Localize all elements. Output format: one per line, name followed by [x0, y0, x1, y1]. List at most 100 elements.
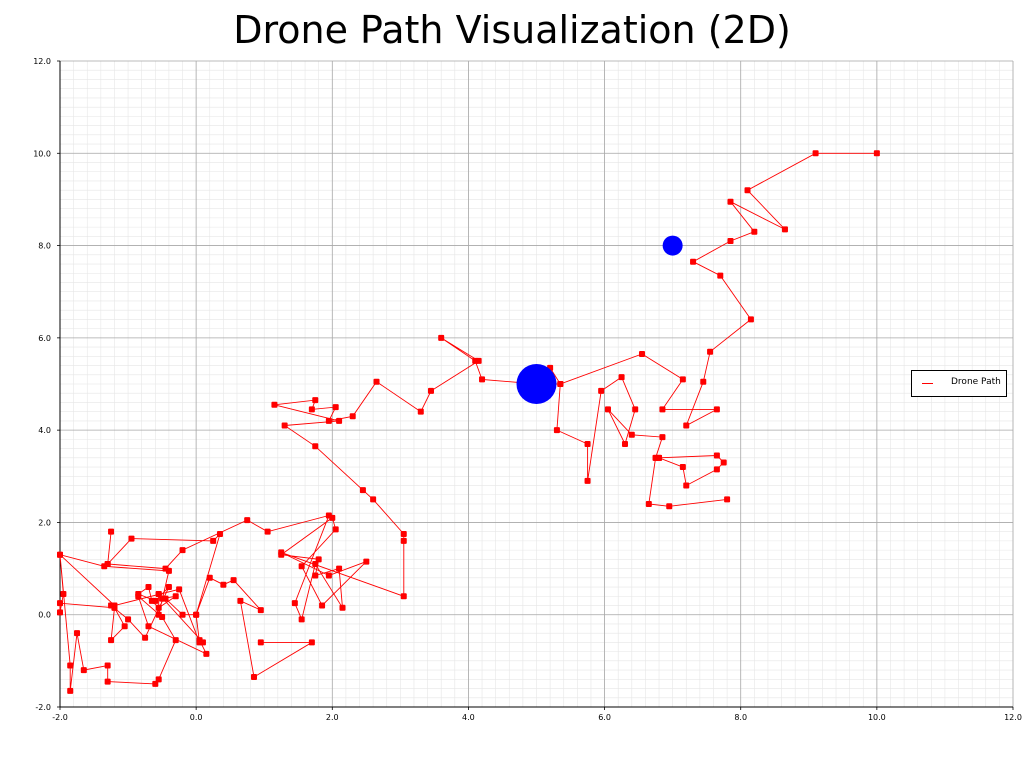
- legend-label: Drone Path: [951, 377, 1001, 387]
- path-point: [628, 431, 635, 438]
- path-point: [873, 150, 880, 157]
- path-point: [336, 565, 343, 572]
- path-point: [312, 560, 319, 567]
- small-blue-marker: [662, 235, 683, 256]
- path-point: [700, 378, 707, 385]
- path-point: [400, 537, 407, 544]
- y-tick-label: 2.0: [38, 518, 51, 527]
- path-point: [363, 558, 370, 565]
- path-point: [172, 593, 179, 600]
- path-point: [751, 228, 758, 235]
- path-point: [683, 422, 690, 429]
- x-tick-label: 8.0: [734, 713, 747, 722]
- path-point: [271, 401, 278, 408]
- y-tick-label: 0.0: [38, 611, 51, 620]
- path-point: [121, 623, 128, 630]
- path-point: [479, 376, 486, 383]
- path-point: [315, 556, 322, 563]
- path-point: [332, 404, 339, 411]
- path-point: [666, 503, 673, 510]
- path-point: [325, 572, 332, 579]
- x-tick-label: 12.0: [1004, 713, 1022, 722]
- path-point: [155, 604, 162, 611]
- path-point: [632, 406, 639, 413]
- path-series-line: [59, 152, 877, 691]
- path-point: [639, 351, 646, 358]
- path-point: [104, 662, 111, 669]
- path-point: [713, 452, 720, 459]
- path-point: [57, 600, 63, 607]
- path-point: [244, 517, 251, 524]
- path-point: [257, 607, 264, 614]
- path-point: [312, 443, 319, 450]
- path-point: [747, 316, 754, 323]
- path-point: [291, 600, 298, 607]
- path-point: [251, 674, 258, 681]
- path-point: [679, 376, 686, 383]
- path-point: [230, 577, 237, 584]
- path-point: [713, 406, 720, 413]
- path-point: [325, 512, 332, 519]
- path-point: [438, 334, 445, 341]
- path-point: [584, 477, 591, 484]
- path-point: [325, 417, 332, 424]
- x-tick-label: -2.0: [52, 713, 68, 722]
- path-point: [349, 413, 356, 420]
- path-point: [220, 581, 227, 588]
- path-point: [553, 427, 560, 434]
- path-point: [60, 590, 67, 597]
- path-point: [720, 459, 727, 466]
- x-tick-label: 0.0: [190, 713, 203, 722]
- path-point: [724, 496, 731, 503]
- path-point: [135, 593, 142, 600]
- path-point: [727, 237, 734, 244]
- path-point: [176, 586, 183, 593]
- path-point: [812, 150, 819, 157]
- path-point: [152, 680, 159, 687]
- path-point: [159, 614, 166, 621]
- path-point: [74, 630, 81, 637]
- path-point: [475, 357, 482, 364]
- path-point: [104, 678, 111, 685]
- y-tick-label: 4.0: [38, 426, 51, 435]
- path-point: [618, 374, 625, 381]
- x-tick-label: 6.0: [598, 713, 611, 722]
- path-point: [155, 590, 162, 597]
- path-point: [264, 528, 271, 535]
- path-point: [400, 593, 407, 600]
- path-point: [312, 397, 319, 404]
- path-point: [707, 348, 714, 355]
- path-point: [108, 637, 115, 644]
- path-point: [125, 616, 132, 623]
- path-point: [370, 496, 377, 503]
- x-tick-label: 10.0: [868, 713, 886, 722]
- path-point: [108, 528, 115, 535]
- path-point: [165, 584, 172, 591]
- path-point: [298, 563, 305, 570]
- legend: Drone Path: [911, 370, 1007, 397]
- path-point: [67, 687, 74, 694]
- path-point: [179, 611, 186, 618]
- path-point: [142, 634, 149, 641]
- path-point: [557, 381, 564, 387]
- path-point: [679, 464, 686, 471]
- path-point: [165, 567, 172, 574]
- path-point: [400, 530, 407, 537]
- path-point: [179, 547, 186, 554]
- path-point: [145, 623, 152, 630]
- path-point: [584, 440, 591, 447]
- path-point: [57, 551, 63, 558]
- path-point: [652, 454, 659, 461]
- path-point: [427, 387, 434, 394]
- path-point: [598, 387, 605, 394]
- path-point: [216, 530, 223, 537]
- y-tick-label: 6.0: [38, 334, 51, 343]
- legend-line-swatch: [922, 383, 933, 384]
- path-point: [332, 526, 339, 533]
- path-point: [336, 417, 343, 424]
- path-point: [621, 440, 628, 447]
- path-point: [683, 482, 690, 489]
- y-tick-label: 12.0: [33, 57, 51, 66]
- path-point: [744, 187, 751, 194]
- x-tick-label: 4.0: [462, 713, 475, 722]
